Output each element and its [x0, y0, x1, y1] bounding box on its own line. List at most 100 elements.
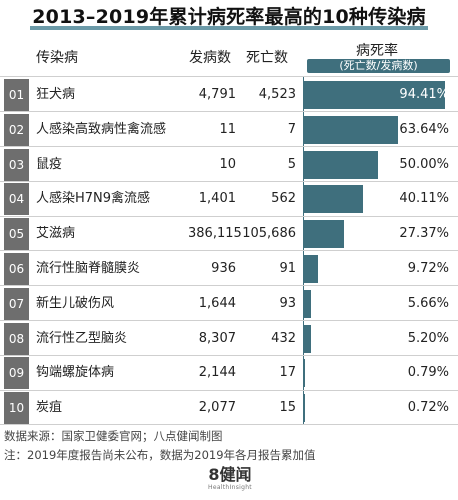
row-divider — [0, 215, 458, 217]
header-deaths: 死亡数 — [246, 50, 288, 66]
cases-value: 1,401 — [198, 191, 236, 207]
footnote: 注：2019年度报告尚未公布，数据为2019年各月报告累加值 — [4, 448, 316, 462]
source-note: 数据来源：国家卫健委官网；八点健闻制图 — [4, 429, 223, 443]
disease-name: 新生儿破伤风 — [36, 295, 115, 311]
logo-sub: HealthInsight — [208, 484, 252, 491]
table-row: 06 流行性脑脊髓膜炎 936 91 9.72% — [0, 251, 458, 287]
rate-bar — [303, 289, 312, 318]
logo-main: 8健闻 — [208, 465, 252, 484]
table-row: 02 人感染高致病性禽流感 11 7 63.64% — [0, 112, 458, 148]
header-rate: 病死率 — [356, 43, 398, 59]
bar-area: 0.72% — [303, 390, 453, 426]
disease-name: 钩端螺旋体病 — [36, 365, 115, 381]
cases-value: 11 — [219, 121, 236, 137]
row-divider — [0, 146, 458, 148]
row-divider — [0, 354, 458, 356]
deaths-value: 432 — [271, 330, 296, 346]
header-disease: 传染病 — [36, 50, 78, 66]
disease-name: 鼠疫 — [36, 156, 63, 172]
header-rate-box — [307, 59, 450, 73]
header-rate-sub: (死亡数/发病数) — [339, 59, 418, 72]
cases-value: 8,307 — [198, 330, 236, 346]
disease-name: 炭疽 — [36, 400, 63, 416]
rate-label: 94.41% — [399, 87, 449, 102]
rank-badge: 05 — [4, 218, 29, 251]
row-divider — [0, 111, 458, 113]
table-row: 03 鼠疫 10 5 50.00% — [0, 147, 458, 182]
rate-label: 5.66% — [407, 295, 449, 311]
header-cases: 发病数 — [189, 50, 231, 66]
disease-name: 流行性乙型脑炎 — [36, 330, 128, 346]
rate-label: 63.64% — [399, 121, 449, 137]
bar-area: 50.00% — [303, 147, 453, 183]
deaths-value: 15 — [279, 400, 296, 416]
deaths-value: 5 — [287, 156, 296, 172]
deaths-value: 4,523 — [258, 87, 296, 102]
table-row: 01 狂犬病 4,791 4,523 94.41% — [0, 77, 458, 113]
table-row: 09 钩端螺旋体病 2,144 17 0.79% — [0, 355, 458, 391]
table-row: 07 新生儿破伤风 1,644 93 5.66% — [0, 286, 458, 322]
deaths-value: 562 — [271, 191, 296, 207]
rate-bar — [303, 81, 445, 109]
rank-badge: 08 — [4, 322, 29, 355]
chart-title: 2013–2019年累计病死率最高的10种传染病 — [32, 6, 426, 28]
bar-area: 40.11% — [303, 181, 453, 217]
deaths-value: 91 — [279, 261, 296, 276]
rate-bar — [303, 115, 399, 144]
rate-bar — [303, 324, 311, 353]
disease-name: 人感染高致病性禽流感 — [36, 121, 167, 137]
rank-badge: 03 — [4, 148, 29, 181]
bar-area: 9.72% — [303, 251, 453, 287]
rank-badge: 07 — [4, 287, 29, 320]
row-divider — [0, 285, 458, 287]
cases-value: 386,115 — [188, 226, 242, 242]
table-row: 05 艾滋病 386,115 105,686 27.37% — [0, 216, 458, 252]
deaths-value: 17 — [279, 365, 296, 381]
bar-area: 94.41% — [303, 77, 453, 113]
disease-name: 流行性脑脊髓膜炎 — [36, 261, 141, 276]
rate-label: 0.72% — [407, 400, 449, 416]
row-divider — [0, 424, 458, 426]
logo: 8健闻 HealthInsight — [200, 466, 260, 496]
row-divider — [0, 320, 458, 322]
rate-label: 5.20% — [407, 330, 449, 346]
bar-area: 27.37% — [303, 216, 453, 252]
table-row: 04 人感染H7N9禽流感 1,401 562 40.11% — [0, 181, 458, 217]
deaths-value: 93 — [279, 295, 296, 311]
disease-name: 人感染H7N9禽流感 — [36, 191, 151, 207]
bar-area: 0.79% — [303, 355, 453, 391]
rate-label: 50.00% — [399, 156, 449, 172]
bar-area: 63.64% — [303, 112, 453, 148]
bar-area: 5.20% — [303, 321, 453, 357]
rank-badge: 04 — [4, 183, 29, 216]
deaths-value: 7 — [287, 121, 296, 137]
row-divider — [0, 250, 458, 252]
rate-bar — [303, 394, 305, 423]
rate-bar — [303, 359, 305, 388]
title-underline — [30, 26, 428, 30]
cases-value: 4,791 — [198, 87, 236, 102]
cases-value: 2,077 — [198, 400, 236, 416]
cases-value: 10 — [219, 156, 236, 172]
cases-value: 1,644 — [198, 295, 236, 311]
rank-badge: 10 — [4, 392, 29, 425]
rate-label: 40.11% — [399, 191, 449, 207]
cases-value: 2,144 — [198, 365, 236, 381]
table-row: 08 流行性乙型脑炎 8,307 432 5.20% — [0, 321, 458, 356]
disease-name: 狂犬病 — [36, 87, 76, 102]
rank-badge: 06 — [4, 253, 29, 285]
rank-badge: 09 — [4, 357, 29, 390]
deaths-value: 105,686 — [242, 226, 296, 242]
cases-value: 936 — [211, 261, 236, 276]
rate-label: 0.79% — [407, 365, 449, 381]
rate-bar — [303, 220, 345, 249]
rate-bar — [303, 255, 318, 283]
disease-name: 艾滋病 — [36, 226, 76, 242]
header-divider — [0, 76, 458, 77]
table-row: 10 炭疽 2,077 15 0.72% — [0, 390, 458, 426]
rank-badge: 02 — [4, 113, 29, 146]
rank-badge: 01 — [4, 79, 29, 111]
bar-area: 5.66% — [303, 286, 453, 322]
row-divider — [0, 180, 458, 182]
rate-label: 27.37% — [399, 226, 449, 242]
